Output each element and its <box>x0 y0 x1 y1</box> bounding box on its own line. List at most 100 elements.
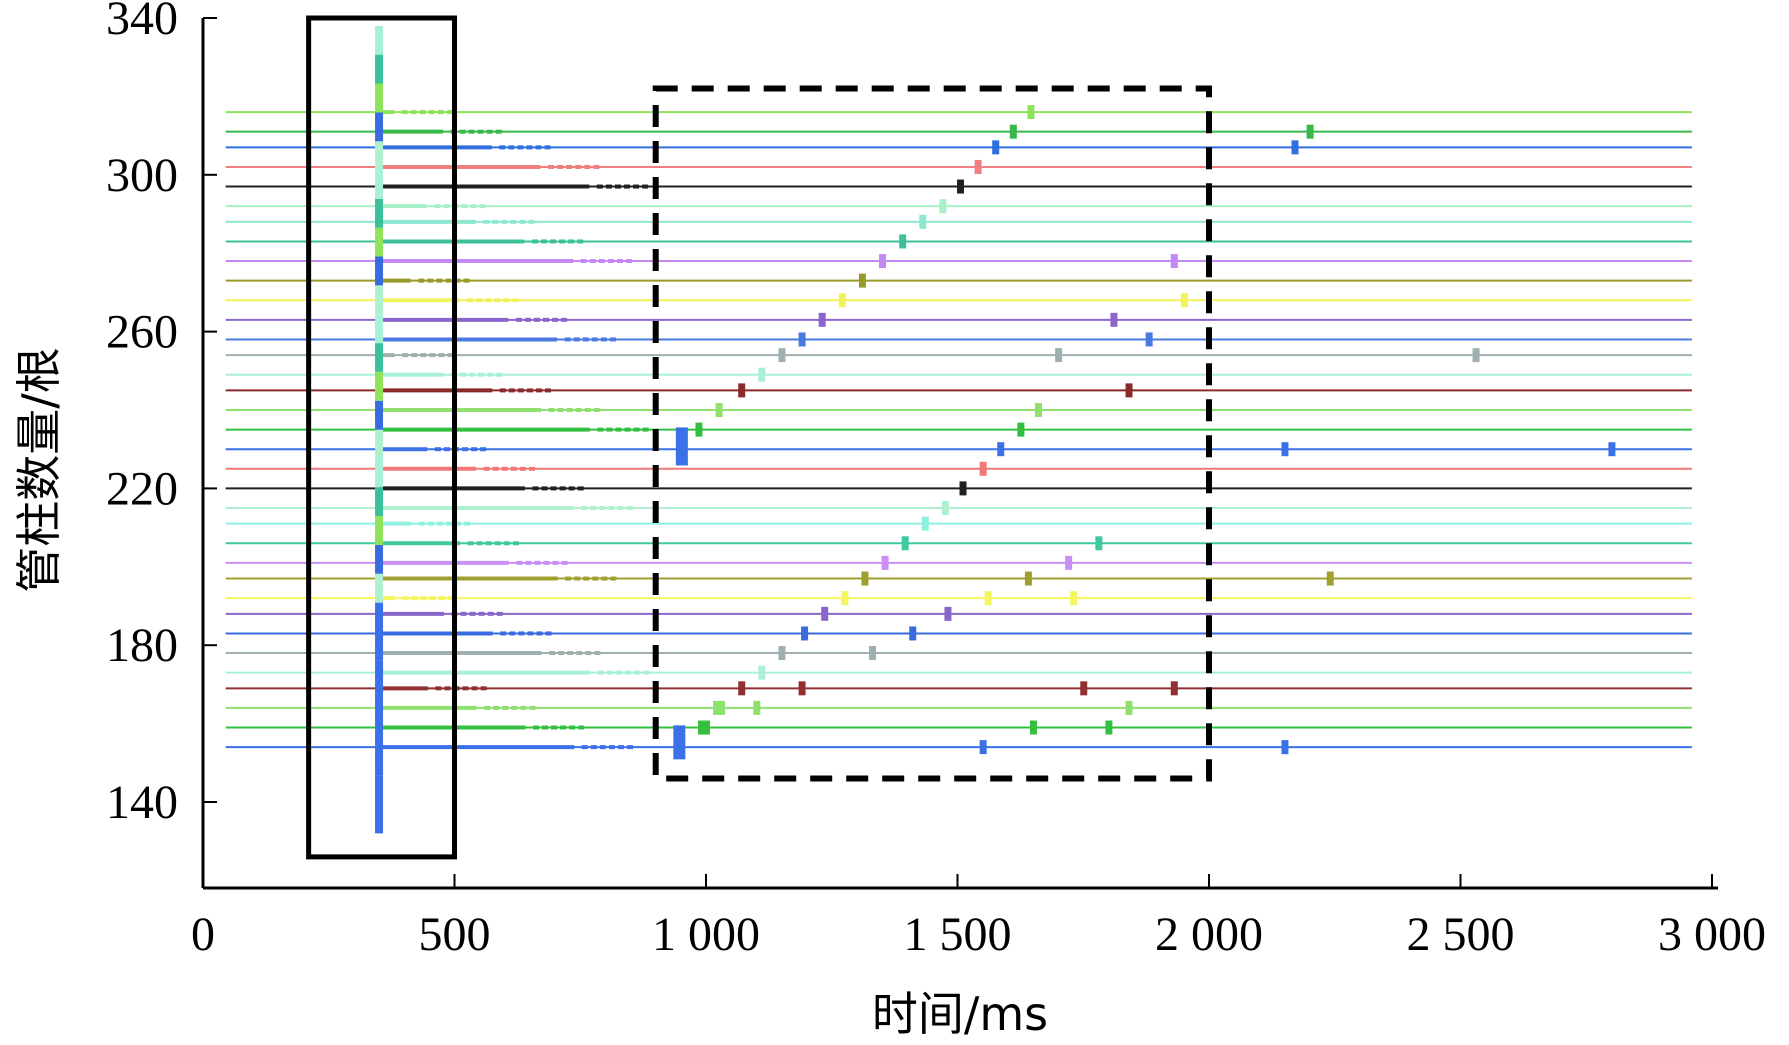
series-dot <box>552 317 559 322</box>
series-dot <box>446 110 453 115</box>
series-dot <box>509 631 516 636</box>
series-dot <box>484 705 491 710</box>
series-dot <box>532 486 539 491</box>
series-dot <box>576 651 583 656</box>
series-dot <box>597 427 604 432</box>
data-traces <box>225 110 1692 750</box>
series-dot <box>584 164 591 169</box>
series-dot <box>402 596 409 601</box>
series-dot <box>459 129 466 134</box>
series-dot <box>402 353 409 358</box>
data-point <box>879 254 887 269</box>
series-dot <box>558 651 565 656</box>
series-dot <box>467 298 474 303</box>
x-tick-label: 1 000 <box>652 908 760 961</box>
series-dot <box>577 239 584 244</box>
data-point-cluster <box>673 725 686 760</box>
series-dot <box>401 110 408 115</box>
data-point <box>1306 124 1314 139</box>
data-point <box>992 140 1000 155</box>
series-dot <box>471 686 478 691</box>
series-dot <box>520 705 527 710</box>
x-tick-label: 1 500 <box>904 908 1012 961</box>
data-point <box>1055 348 1063 363</box>
series-dot <box>483 219 490 224</box>
series-dot <box>633 184 640 189</box>
series-dot <box>548 408 555 412</box>
series-dot <box>485 541 492 546</box>
series-dot <box>524 317 531 322</box>
series-dot <box>561 317 568 322</box>
series-dot <box>496 372 503 377</box>
data-point <box>944 606 952 621</box>
series-dot <box>585 651 592 656</box>
series-dot <box>605 184 612 189</box>
series-dot <box>515 317 522 322</box>
data-point <box>1291 140 1299 155</box>
data-point <box>1065 555 1073 570</box>
series-dot <box>512 541 519 546</box>
data-point <box>1180 293 1188 308</box>
data-point <box>758 367 766 382</box>
series-dot <box>643 670 650 675</box>
series-dot <box>517 388 524 393</box>
series-dot <box>550 486 557 491</box>
data-point <box>758 665 766 680</box>
x-tick-label: 2 500 <box>1407 908 1515 961</box>
series-dot <box>593 408 600 412</box>
data-point <box>703 720 710 735</box>
series-dot <box>606 427 613 432</box>
series-dot <box>510 219 517 224</box>
solid-annotation-box <box>306 15 457 860</box>
data-point <box>1110 312 1118 327</box>
data-point <box>1145 332 1153 347</box>
data-point <box>697 720 705 735</box>
data-point <box>957 179 965 194</box>
series-dot <box>557 408 564 412</box>
series-dot <box>616 259 623 264</box>
series-dot <box>615 427 622 432</box>
series-dot <box>528 466 535 471</box>
series-dot <box>528 219 535 224</box>
series-dot <box>634 670 641 675</box>
ticks: 0 500 1 000 1 500 2 000 2 500 3 000 140 180 220 26… <box>106 0 1766 961</box>
data-point <box>1027 105 1035 120</box>
y-tick-label: 220 <box>106 462 178 515</box>
series-dot <box>534 560 541 565</box>
series-dot <box>597 670 604 675</box>
series-dot <box>480 686 487 691</box>
series-dot <box>599 506 606 510</box>
series-dot <box>525 560 532 565</box>
series-dot <box>589 259 596 264</box>
series-dot <box>608 506 615 510</box>
series-dot <box>584 408 591 412</box>
series-dot <box>467 541 474 546</box>
series-dot <box>559 239 566 244</box>
series-dot <box>566 408 573 412</box>
series-dot <box>548 164 555 169</box>
series-dot <box>545 631 552 636</box>
series-dot <box>438 596 445 601</box>
x-tick-label: 3 000 <box>1658 908 1766 961</box>
series-dot <box>434 204 441 209</box>
series-dot <box>519 466 526 471</box>
series-dot <box>617 506 624 510</box>
series-dot <box>527 631 534 636</box>
series-dot <box>545 388 552 393</box>
x-tick-label: 500 <box>419 908 491 961</box>
data-point <box>1080 681 1088 696</box>
y-tick-label: 140 <box>106 776 178 829</box>
series-dot <box>496 611 503 616</box>
series-dot <box>486 129 493 134</box>
series-dot <box>499 145 506 150</box>
series-dot <box>607 259 614 264</box>
series-dot <box>594 651 601 656</box>
data-point <box>1034 403 1042 417</box>
series-dot <box>541 486 548 491</box>
data-point <box>1009 124 1017 139</box>
series-dot <box>526 145 533 150</box>
series-dot <box>551 725 558 730</box>
series-dot <box>469 611 476 616</box>
data-point <box>881 555 889 570</box>
